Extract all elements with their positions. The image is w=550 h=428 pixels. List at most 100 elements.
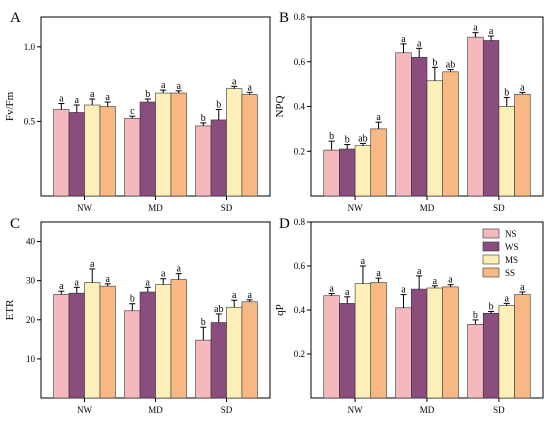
significance-letter: a [75,277,80,288]
x-tick-label: SD [221,405,233,415]
bar [411,288,428,399]
y-tick-label: 0.8 [294,12,306,22]
significance-letter: a [105,274,110,285]
significance-letter: a [448,275,453,286]
bar [514,93,531,197]
bar [84,104,101,197]
bar [99,285,116,399]
x-tick-label: NW [77,405,92,415]
bar [53,294,70,399]
bar [124,310,141,399]
significance-letter: a [361,256,366,267]
significance-letter: a [161,80,166,91]
y-tick-label: 0.6 [294,261,306,271]
bar [53,109,70,197]
significance-letter: ab [358,133,367,144]
y-tick-label: 0.6 [294,57,306,67]
significance-letter: b [473,310,478,321]
significance-letter: a [417,38,422,49]
y-tick-label: 0.2 [294,349,305,359]
bar [68,112,85,197]
y-axis-label: Fv/Fm [4,91,16,121]
y-tick-label: 0.5 [24,116,36,126]
y-tick-label: 40 [26,237,36,247]
significance-letter: a [329,284,334,295]
bar [354,145,372,197]
x-tick-label: NW [348,405,363,415]
bar [139,101,156,197]
significance-letter: a [376,268,381,279]
significance-letter: b [201,317,206,328]
x-tick-label: SD [493,203,505,213]
significance-letter: b [345,135,350,146]
bar [170,92,187,197]
bar [195,125,212,197]
y-axis-label: ETR [4,299,16,320]
significance-letter: a [176,81,181,92]
significance-letter: a [489,26,494,37]
significance-letter: a [75,95,80,106]
legend-swatch [482,254,500,265]
y-tick-label: 0.2 [294,146,305,156]
y-tick-label: 30 [26,276,36,286]
bar [395,307,412,399]
significance-letter: b [130,294,135,305]
y-tick-label: 10 [26,354,36,364]
bar [354,283,372,399]
bar [84,282,101,399]
bar [514,294,531,399]
bar [426,80,443,197]
bar [411,56,428,197]
bar [139,291,156,399]
significance-letter: b [201,113,206,124]
significance-letter: a [247,290,252,301]
legend-swatch [482,267,500,278]
significance-letter: b [432,57,437,68]
legend-label: WS [505,242,519,252]
significance-letter: a [146,277,151,288]
bar [226,88,243,197]
significance-letter: a [59,94,64,105]
significance-letter: a [105,92,110,103]
significance-letter: a [433,276,438,287]
bar [370,128,387,197]
significance-letter: b [504,88,509,99]
significance-letter: a [59,281,64,292]
significance-letter: ab [446,60,455,71]
bar [68,292,85,399]
significance-letter: b [145,89,150,100]
y-axis-label: qP [274,304,286,316]
bar [467,323,484,399]
bar [442,286,459,399]
bar [323,149,340,197]
x-tick-label: MD [420,405,435,415]
bar [339,303,356,399]
bar [241,94,258,197]
bar [498,305,515,399]
y-tick-label: 1.0 [24,42,36,52]
y-tick-label: 0.4 [294,305,306,315]
y-tick-label: 0.8 [294,217,306,227]
significance-letter: a [345,287,350,298]
significance-letter: b [489,302,494,313]
legend: NS WS MS SS [482,228,519,278]
significance-letter: a [90,89,95,100]
significance-letter: a [473,23,478,34]
significance-letter: b [216,99,221,110]
significance-letter: a [520,82,525,93]
significance-letter: ab [214,304,223,315]
bar [226,306,243,399]
significance-letter: a [401,34,406,45]
legend-label: NS [505,229,517,239]
panel-label: D [279,216,290,232]
significance-letter: a [401,285,406,296]
significance-letter: a [417,266,422,277]
legend-swatch [482,241,500,252]
bar [395,52,412,197]
y-tick-label: 20 [26,315,36,325]
